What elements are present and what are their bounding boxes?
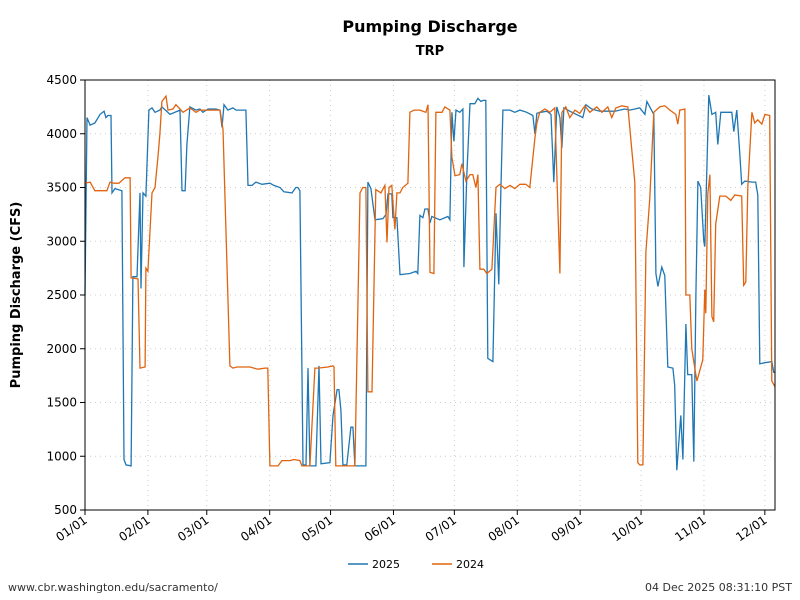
series-line-2024 bbox=[84, 94, 776, 467]
y-tick-label: 4000 bbox=[46, 127, 77, 141]
legend: 2025 2024 bbox=[348, 558, 484, 571]
x-tick-label: 02/01 bbox=[116, 513, 152, 544]
x-tick-label: 04/01 bbox=[238, 513, 274, 544]
timestamp: 04 Dec 2025 08:31:10 PST bbox=[644, 581, 792, 594]
x-tick-label: 01/01 bbox=[53, 513, 89, 544]
y-tick-label: 500 bbox=[54, 503, 77, 517]
x-tick-label: 09/01 bbox=[549, 513, 585, 544]
chart-title: Pumping Discharge bbox=[342, 17, 517, 36]
y-axis-label: Pumping Discharge (CFS) bbox=[9, 202, 24, 389]
x-tick-label: 08/01 bbox=[486, 513, 522, 544]
y-tick-label: 2500 bbox=[46, 288, 77, 302]
x-tick-label: 12/01 bbox=[733, 513, 769, 544]
x-tick-label: 11/01 bbox=[672, 513, 708, 544]
x-tick-label: 03/01 bbox=[175, 513, 211, 544]
source-url[interactable]: www.cbr.washington.edu/sacramento/ bbox=[8, 581, 218, 594]
y-tick-label: 1000 bbox=[46, 449, 77, 463]
series-line-2025 bbox=[84, 94, 775, 471]
y-tick-label: 1500 bbox=[46, 396, 77, 410]
x-tick-label: 05/01 bbox=[299, 513, 335, 544]
y-tick-label: 3500 bbox=[46, 181, 77, 195]
y-tick-label: 3000 bbox=[46, 234, 77, 248]
x-tick-label: 10/01 bbox=[609, 513, 645, 544]
chart-subtitle: TRP bbox=[416, 44, 444, 59]
y-tick-label: 2000 bbox=[46, 342, 77, 356]
legend-label: 2024 bbox=[456, 558, 484, 571]
x-tick-label: 07/01 bbox=[423, 513, 459, 544]
legend-label: 2025 bbox=[372, 558, 400, 571]
y-tick-label: 4500 bbox=[46, 73, 77, 87]
x-tick-label: 06/01 bbox=[362, 513, 398, 544]
